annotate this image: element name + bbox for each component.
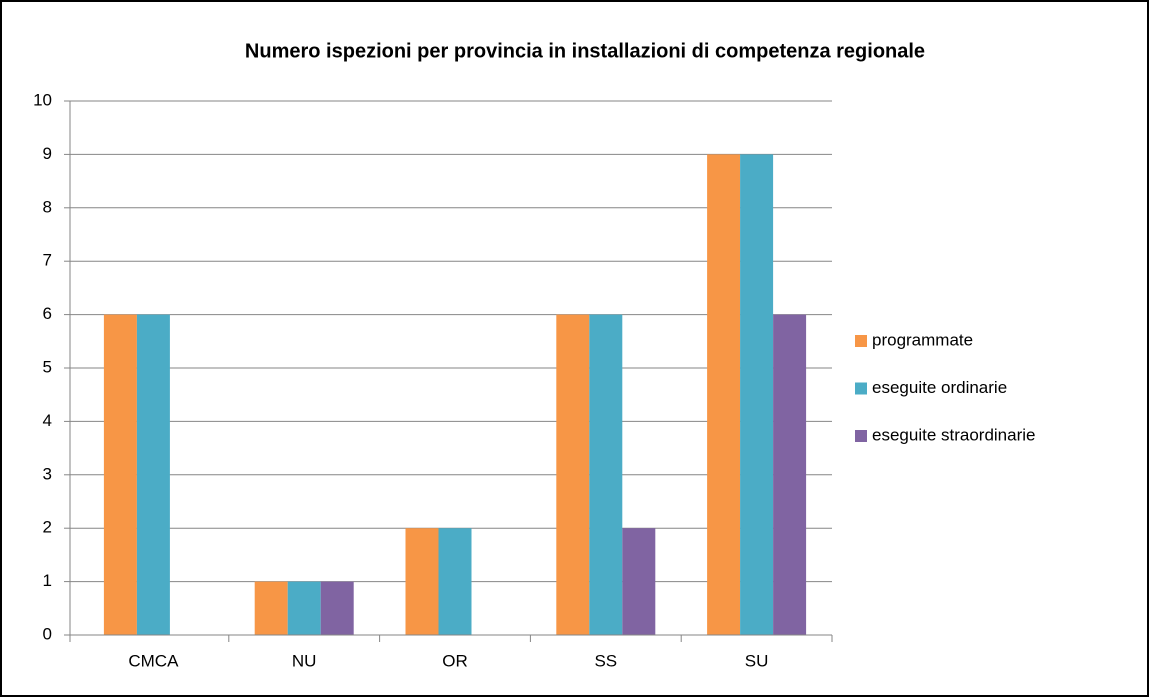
- y-tick-label: 9: [43, 144, 52, 163]
- x-tick-label: SS: [594, 651, 617, 670]
- x-tick-label: CMCA: [128, 651, 179, 670]
- bar: [773, 314, 807, 635]
- y-tick-label: 10: [33, 90, 52, 109]
- bar: [287, 581, 321, 635]
- bar: [136, 314, 170, 635]
- legend-label: eseguite straordinarie: [872, 425, 1035, 444]
- legend-swatch: [855, 382, 867, 395]
- y-tick-label: 6: [43, 304, 52, 323]
- bar: [405, 528, 439, 635]
- y-tick-label: 5: [43, 357, 52, 376]
- bar: [707, 154, 741, 635]
- bar: [254, 581, 288, 635]
- bar: [622, 528, 656, 635]
- bar: [103, 314, 137, 635]
- x-tick-label: OR: [442, 651, 468, 670]
- x-tick-label: SU: [745, 651, 769, 670]
- bar: [740, 154, 774, 635]
- y-tick-label: 0: [43, 624, 52, 643]
- y-tick-label: 2: [43, 518, 52, 537]
- legend-label: programmate: [872, 330, 973, 349]
- y-tick-label: 7: [43, 251, 52, 270]
- bar: [320, 581, 354, 635]
- legend-swatch: [855, 335, 867, 347]
- legend-swatch: [855, 430, 867, 442]
- y-tick-label: 3: [43, 464, 52, 483]
- bar: [556, 314, 590, 635]
- bar: [438, 528, 472, 635]
- y-tick-label: 1: [43, 571, 52, 590]
- x-tick-label: NU: [292, 651, 317, 670]
- y-tick-label: 4: [43, 411, 52, 430]
- bar: [589, 314, 623, 635]
- legend-label: eseguite ordinarie: [872, 378, 1007, 397]
- y-tick-label: 8: [43, 197, 52, 216]
- chart-title: Numero ispezioni per provincia in instal…: [245, 40, 925, 62]
